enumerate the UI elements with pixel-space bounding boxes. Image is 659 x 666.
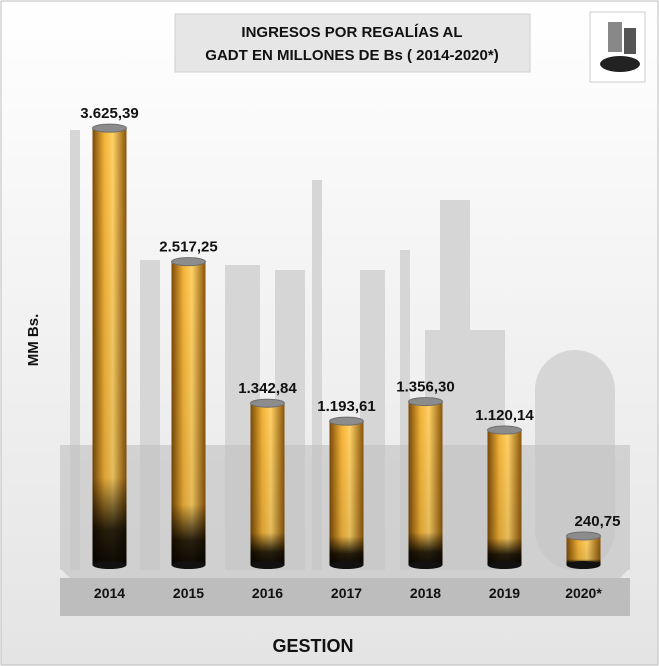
bar-cap xyxy=(92,123,127,133)
bar-shade xyxy=(566,535,601,565)
x-tick-label: 2020* xyxy=(565,585,602,601)
title-box xyxy=(174,13,531,73)
bar-cap xyxy=(171,257,206,267)
bar-shade xyxy=(408,401,443,565)
bar-shade xyxy=(329,421,364,565)
bar-base xyxy=(250,561,285,569)
bar-shade xyxy=(171,261,206,565)
value-label: 1.356,30 xyxy=(396,379,454,396)
bar-cap xyxy=(329,416,364,426)
chart-title: GADT EN MILLONES DE Bs ( 2014-2020*) xyxy=(205,47,498,64)
bar-base xyxy=(566,561,601,569)
bar-shade xyxy=(92,128,127,565)
x-tick-label: 2017 xyxy=(331,585,362,601)
bar-base xyxy=(329,561,364,569)
bar-base xyxy=(171,561,206,569)
bar-shade xyxy=(250,403,285,565)
bar-cap xyxy=(408,397,443,407)
x-axis-label: GESTION xyxy=(272,636,353,656)
bar-base xyxy=(408,561,443,569)
value-label: 1.342,84 xyxy=(238,380,297,397)
value-label: 240,75 xyxy=(575,513,621,530)
chart-title: INGRESOS POR REGALÍAS AL xyxy=(241,24,462,41)
bar-shade xyxy=(487,430,522,565)
bar-cap xyxy=(566,531,601,541)
bar-base xyxy=(487,561,522,569)
value-label: 1.120,14 xyxy=(475,407,534,424)
floor-edge xyxy=(62,570,628,578)
value-label: 3.625,39 xyxy=(80,105,138,122)
icon xyxy=(589,11,646,83)
value-label: 1.193,61 xyxy=(317,398,375,415)
bar-cap xyxy=(487,425,522,435)
floor xyxy=(60,578,630,616)
bar-base xyxy=(92,561,127,569)
y-axis-label: MM Bs. xyxy=(25,314,42,367)
x-tick-label: 2016 xyxy=(252,585,283,601)
x-tick-label: 2014 xyxy=(94,585,125,601)
x-tick-label: 2019 xyxy=(489,585,520,601)
x-tick-label: 2018 xyxy=(410,585,441,601)
bar-cap xyxy=(250,398,285,408)
value-label: 2.517,25 xyxy=(159,239,217,256)
x-tick-label: 2015 xyxy=(173,585,204,601)
